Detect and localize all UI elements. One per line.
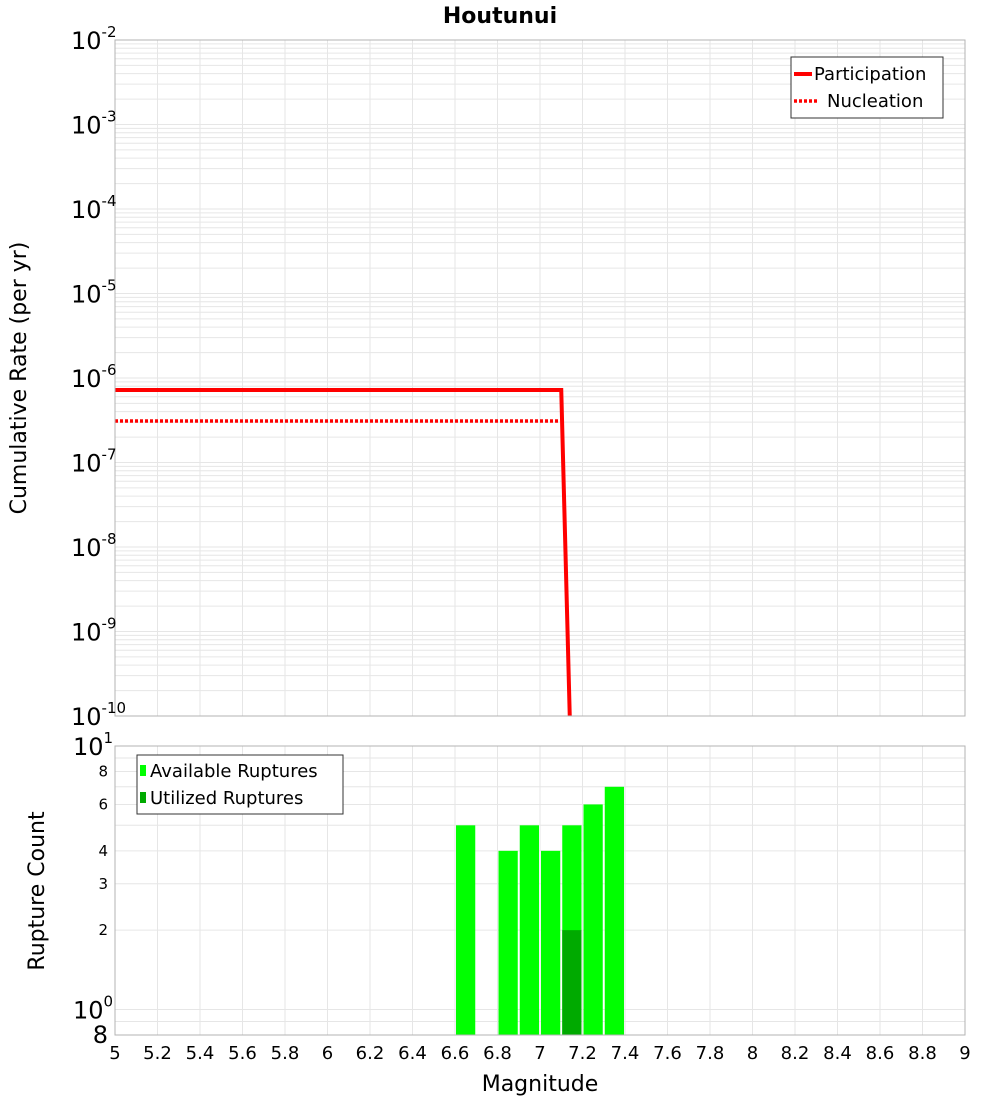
legend-utilized-label: Utilized Ruptures — [150, 788, 303, 809]
top-y-tick-label: 10-8 — [71, 530, 117, 562]
top-y-tick-base: 10 — [71, 619, 102, 647]
top-y-tick-exponent: -5 — [102, 277, 117, 295]
available-ruptures-bar — [456, 825, 476, 1035]
top-y-tick-label: 10-4 — [71, 192, 117, 224]
x-tick-label: 8.8 — [908, 1043, 937, 1064]
top-legend-box — [790, 56, 944, 119]
x-tick-label: 5.6 — [228, 1043, 257, 1064]
bottom-y-tick-base: 10 — [73, 996, 104, 1024]
top-y-tick-base: 10 — [71, 27, 102, 55]
x-tick-label: 6.8 — [483, 1043, 512, 1064]
available-ruptures-bar — [583, 804, 603, 1035]
chart-title: Houtunui — [443, 4, 557, 29]
bottom-y-tick-exponent: 1 — [104, 729, 114, 747]
top-y-tick-label: 10-3 — [71, 108, 117, 140]
x-tick-label: 7.6 — [653, 1043, 682, 1064]
bottom-plot-frame — [114, 745, 966, 1036]
legend-nucleation-label: Nucleation — [827, 91, 923, 112]
bottom-y-tick-base: 10 — [73, 733, 104, 761]
top-y-tick-exponent: -8 — [102, 530, 117, 548]
bottom-legend-box — [136, 754, 344, 815]
series-participation-line — [115, 388, 572, 717]
top-y-tick-exponent: -9 — [102, 615, 117, 633]
top-y-tick-labels: 10-210-310-410-510-610-710-810-910-10 — [71, 23, 126, 731]
x-tick-label: 5.8 — [271, 1043, 300, 1064]
available-ruptures-bar — [498, 850, 518, 1035]
x-tick-label: 6.4 — [398, 1043, 427, 1064]
available-ruptures-bar — [541, 850, 561, 1035]
legend-available-label: Available Ruptures — [150, 761, 318, 782]
top-y-tick-label: 10-9 — [71, 615, 117, 647]
bottom-y-minor-tick-label: 6 — [98, 795, 108, 813]
bottom-plot-bars — [456, 786, 624, 1035]
x-axis-label: Magnitude — [482, 1072, 599, 1097]
top-y-tick-exponent: -7 — [102, 446, 117, 464]
x-tick-label: 7.4 — [611, 1043, 640, 1064]
x-tick-labels: 5 5.2 5.4 5.6 5.8 6 6.2 6.4 6.6 6.8 7 7.2 7.4 7.6 7.8 8… — [109, 1043, 970, 1064]
x-tick-label: 6.6 — [441, 1043, 470, 1064]
top-y-tick-exponent: -2 — [102, 23, 117, 41]
top-y-tick-label: 10-10 — [71, 699, 126, 731]
available-ruptures-bar — [519, 825, 539, 1035]
top-y-tick-exponent: -3 — [102, 108, 117, 126]
x-tick-label: 7.8 — [696, 1043, 725, 1064]
top-plot: 10-210-310-410-510-610-710-810-910-10 Cu… — [7, 23, 966, 731]
bottom-y-minor-tick-label: 3 — [98, 875, 108, 893]
x-tick-label: 5 — [109, 1043, 120, 1064]
bottom-y-tick-label: 100 — [73, 992, 113, 1024]
top-y-tick-base: 10 — [71, 196, 102, 224]
top-y-tick-exponent: -4 — [102, 192, 117, 210]
top-y-tick-base: 10 — [71, 112, 102, 140]
legend-participation-label: Participation — [814, 64, 926, 85]
x-tick-label: 5.4 — [186, 1043, 215, 1064]
bottom-y-tick-exponent: 0 — [104, 992, 114, 1010]
x-tick-label: 7 — [534, 1043, 545, 1064]
bottom-y-axis-label: Rupture Count — [25, 811, 50, 971]
top-y-axis-label: Cumulative Rate (per yr) — [7, 242, 32, 515]
top-y-tick-base: 10 — [71, 450, 102, 478]
x-tick-label: 8.6 — [866, 1043, 895, 1064]
top-y-tick-exponent: -6 — [102, 361, 117, 379]
x-tick-label: 9 — [959, 1043, 970, 1064]
x-tick-label: 5.2 — [143, 1043, 172, 1064]
top-y-tick-exponent: -10 — [102, 699, 127, 717]
top-y-tick-base: 10 — [71, 281, 102, 309]
top-y-tick-base: 10 — [71, 365, 102, 393]
top-y-tick-base: 10 — [71, 703, 102, 731]
top-legend: Participation Nucleation — [790, 56, 944, 119]
top-y-tick-label: 10-6 — [71, 361, 117, 393]
bottom-y-tick-label: 101 — [73, 729, 113, 761]
legend-utilized-swatch — [140, 792, 146, 803]
bottom-y-tick-label-min: 8 — [93, 1021, 108, 1049]
x-tick-label: 6 — [322, 1043, 333, 1064]
top-y-tick-label: 10-5 — [71, 277, 117, 309]
top-plot-series — [115, 388, 572, 717]
top-plot-frame — [114, 39, 966, 717]
x-tick-label: 8 — [747, 1043, 758, 1064]
bottom-y-minor-tick-label: 4 — [98, 842, 108, 860]
x-tick-label: 6.2 — [356, 1043, 385, 1064]
x-tick-label: 7.2 — [568, 1043, 597, 1064]
legend-available-swatch — [140, 765, 146, 776]
top-y-tick-base: 10 — [71, 534, 102, 562]
bottom-legend: Available Ruptures Utilized Ruptures — [136, 754, 344, 815]
available-ruptures-bar — [604, 786, 624, 1035]
x-tick-label: 8.4 — [823, 1043, 852, 1064]
bottom-y-minor-tick-label: 2 — [98, 921, 108, 939]
top-y-tick-label: 10-7 — [71, 446, 117, 478]
top-plot-grid — [114, 40, 966, 717]
utilized-ruptures-bar — [562, 930, 582, 1035]
top-y-tick-label: 10-2 — [71, 23, 117, 55]
bottom-y-minor-tick-label: 8 — [98, 763, 108, 781]
x-tick-label: 8.2 — [781, 1043, 810, 1064]
